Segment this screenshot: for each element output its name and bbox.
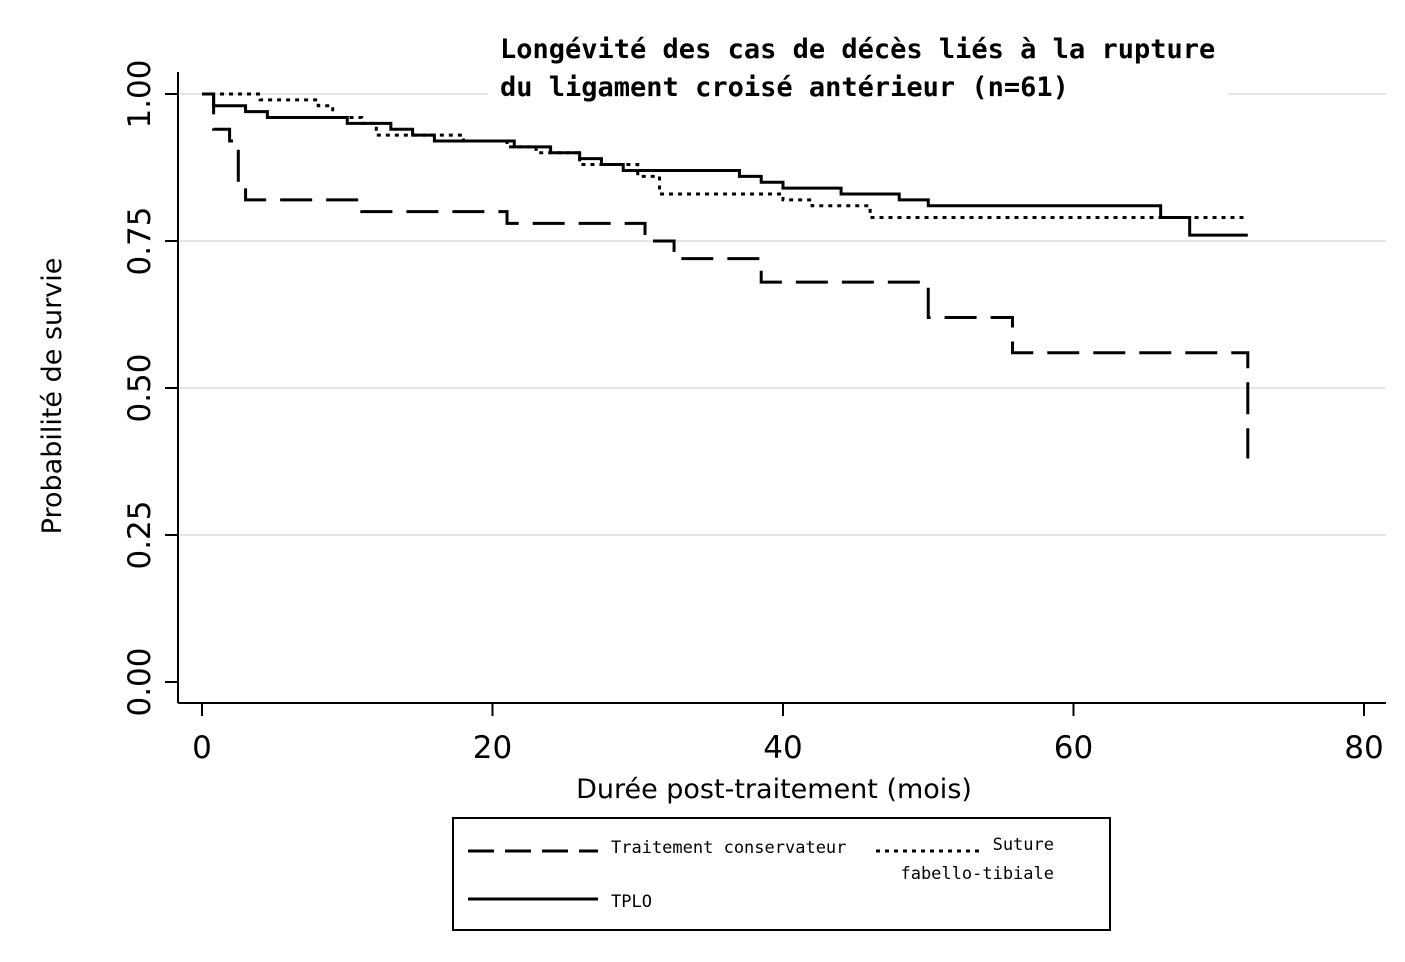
legend-box xyxy=(452,817,1111,931)
chart-title-line-2: du ligament croisé antérieur (n=61) xyxy=(500,72,1069,103)
y-tick-label-0: 0.00 xyxy=(122,647,158,716)
y-ticks: 0.00 0.25 0.50 0.75 1.00 xyxy=(122,59,178,717)
legend-label-conservateur: Traitement conservateur xyxy=(611,838,846,858)
legend-label-suture-line-1: Suture xyxy=(993,835,1054,855)
series-group xyxy=(202,92,1250,459)
y-tick-label-4: 1.00 xyxy=(122,59,158,128)
y-tick-label-3: 0.75 xyxy=(122,206,158,275)
series-line-suture-fabello-tibiale xyxy=(202,92,1248,219)
x-tick-label-1: 20 xyxy=(473,730,512,766)
x-axis-title: Durée post-traitement (mois) xyxy=(576,774,972,805)
series-line-tplo xyxy=(202,92,1248,237)
legend-label-suture-line-2: fabello-tibiale xyxy=(900,864,1054,884)
x-ticks: 0 20 40 60 80 xyxy=(192,703,1384,766)
series-line-traitement-conservateur xyxy=(202,92,1250,459)
gridlines xyxy=(180,93,1386,536)
y-tick-label-1: 0.25 xyxy=(122,500,158,569)
y-axis-title: Probabilité de survie xyxy=(37,258,68,535)
legend: Traitement conservateur Suture fabello-t… xyxy=(452,817,1111,931)
x-tick-label-4: 80 xyxy=(1344,730,1383,766)
x-tick-label-2: 40 xyxy=(763,730,802,766)
title-background xyxy=(488,26,1228,106)
chart-title-line-1: Longévité des cas de décès liés à la rup… xyxy=(500,34,1215,65)
x-tick-label-3: 60 xyxy=(1054,730,1093,766)
x-tick-label-0: 0 xyxy=(192,730,212,766)
y-tick-label-2: 0.50 xyxy=(122,353,158,422)
legend-label-tplo: TPLO xyxy=(611,892,652,912)
